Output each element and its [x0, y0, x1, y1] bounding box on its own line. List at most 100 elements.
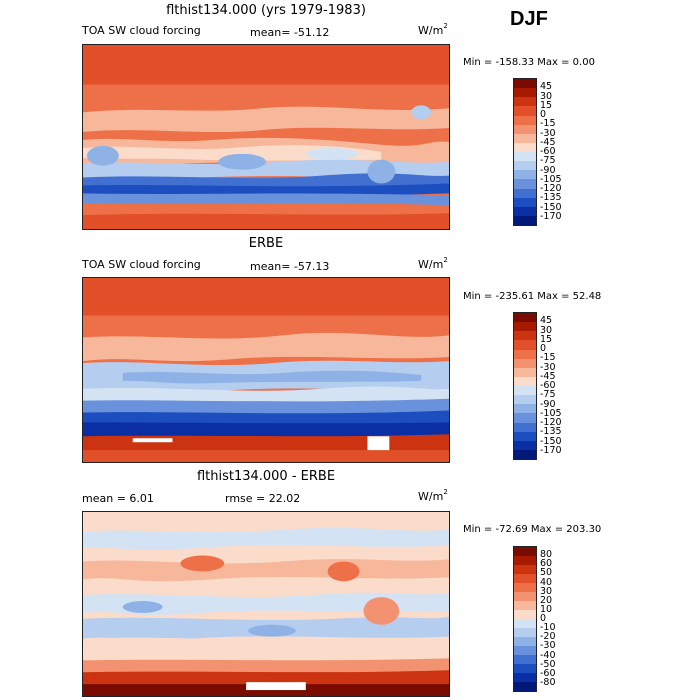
colorbar-tick-label: -90 — [540, 164, 556, 176]
colorbar-swatch — [514, 619, 536, 628]
panel-3-map-field — [83, 512, 449, 696]
colorbar-swatch — [514, 367, 536, 377]
colorbar-swatch — [514, 313, 536, 323]
colorbar-swatch — [514, 449, 536, 459]
colorbar-tick-label: -60 — [540, 667, 556, 679]
colorbar-tick-label: 10 — [540, 603, 553, 615]
panel-3-rmse-label: rmse = 22.02 — [225, 492, 301, 505]
colorbar-tick-label: 50 — [540, 567, 553, 579]
panel-1-mean-label: mean= -51.12 — [250, 26, 330, 39]
panel-1-unit-label: W/m2 — [418, 22, 448, 37]
colorbar-swatch — [514, 646, 536, 655]
colorbar-tick-label: -40 — [540, 649, 556, 661]
colorbar-swatch — [514, 431, 536, 441]
panel-3-title: flthist134.000 - ERBE — [196, 469, 336, 484]
colorbar-tick-label: -20 — [540, 631, 556, 643]
colorbar-tick-label: 45 — [540, 81, 553, 93]
colorbar-tick-label: -10 — [540, 622, 556, 634]
colorbar-swatch — [514, 161, 536, 171]
colorbar-tick-label: -45 — [540, 136, 556, 148]
colorbar-tick-label: -60 — [540, 380, 556, 391]
colorbar-swatch — [514, 601, 536, 610]
colorbar-swatch — [514, 592, 536, 601]
colorbar-swatch — [514, 133, 536, 143]
panel-3-unit-label: W/m2 — [418, 488, 448, 503]
colorbar-swatch — [514, 340, 536, 350]
colorbar-tick-label: -15 — [540, 352, 556, 364]
colorbar-swatch — [514, 404, 536, 414]
colorbar-tick-label: 80 — [540, 549, 553, 561]
colorbar-swatch — [514, 574, 536, 583]
colorbar-swatch — [514, 395, 536, 405]
colorbar-tick-label: -30 — [540, 127, 556, 139]
panel-1-colorbar — [513, 78, 537, 226]
panel-2-variable-label: TOA SW cloud forcing — [82, 258, 201, 271]
colorbar-tick-label: -120 — [540, 183, 562, 194]
colorbar-swatch — [514, 628, 536, 637]
colorbar-swatch — [514, 142, 536, 152]
colorbar-swatch — [514, 664, 536, 673]
colorbar-tick-label: -120 — [540, 417, 562, 428]
colorbar-tick-label: -170 — [540, 210, 562, 222]
colorbar-swatch — [514, 197, 536, 207]
panel-2-map-field — [83, 278, 449, 462]
colorbar-swatch — [514, 556, 536, 565]
colorbar-tick-label: 0 — [540, 343, 547, 354]
colorbar-swatch — [514, 124, 536, 134]
colorbar-tick-label: 15 — [540, 333, 553, 345]
colorbar-swatch — [514, 97, 536, 107]
colorbar-tick-label: -105 — [540, 407, 562, 419]
colorbar-tick-label: -75 — [540, 389, 556, 401]
colorbar-tick-label: -105 — [540, 173, 562, 185]
panel-1-minmax: Min = -158.33 Max = 0.00 — [463, 57, 595, 68]
colorbar-swatch — [514, 655, 536, 664]
colorbar-swatch — [514, 115, 536, 125]
colorbar-tick-label: 40 — [540, 576, 553, 588]
colorbar-tick-label: -135 — [540, 192, 562, 204]
panel-3-mean-label: mean = 6.01 — [82, 492, 154, 505]
colorbar-tick-label: 60 — [540, 558, 553, 570]
colorbar-tick-label: -170 — [540, 444, 562, 456]
panel-3-colorbar-swatches — [514, 547, 536, 691]
colorbar-swatch — [514, 215, 536, 225]
colorbar-swatch — [514, 206, 536, 216]
colorbar-swatch — [514, 358, 536, 368]
colorbar-swatch — [514, 422, 536, 432]
colorbar-swatch — [514, 88, 536, 98]
colorbar-tick-label: -90 — [540, 398, 556, 410]
colorbar-tick-label: 0 — [540, 109, 547, 120]
colorbar-swatch — [514, 152, 536, 162]
colorbar-tick-label: -30 — [540, 361, 556, 373]
colorbar-tick-label: -150 — [540, 201, 562, 213]
panel-2-colorbar — [513, 312, 537, 460]
colorbar-tick-label: -75 — [540, 155, 556, 167]
colorbar-tick-label: 30 — [540, 585, 553, 597]
panel-2-map — [82, 277, 450, 463]
panel-3-colorbar — [513, 546, 537, 692]
colorbar-tick-label: -150 — [540, 435, 562, 447]
colorbar-tick-label: 45 — [540, 315, 553, 327]
colorbar-tick-label: -135 — [540, 426, 562, 438]
season-label: DJF — [510, 8, 548, 30]
panel-1-map — [82, 44, 450, 230]
panel-1-map-field — [83, 45, 449, 229]
colorbar-swatch — [514, 673, 536, 682]
colorbar-swatch — [514, 188, 536, 198]
colorbar-tick-label: -15 — [540, 118, 556, 130]
colorbar-swatch — [514, 170, 536, 180]
panel-2-colorbar-swatches — [514, 313, 536, 459]
colorbar-swatch — [514, 322, 536, 332]
colorbar-swatch — [514, 386, 536, 396]
colorbar-swatch — [514, 376, 536, 386]
colorbar-swatch — [514, 179, 536, 189]
panel-1-title: flthist134.000 (yrs 1979-1983) — [166, 3, 366, 18]
colorbar-swatch — [514, 331, 536, 341]
panel-3-map — [82, 511, 450, 697]
colorbar-tick-label: -50 — [540, 658, 556, 670]
colorbar-swatch — [514, 413, 536, 423]
colorbar-swatch — [514, 682, 536, 691]
colorbar-swatch — [514, 547, 536, 556]
panel-2-mean-label: mean= -57.13 — [250, 260, 330, 273]
colorbar-swatch — [514, 440, 536, 450]
colorbar-swatch — [514, 106, 536, 116]
